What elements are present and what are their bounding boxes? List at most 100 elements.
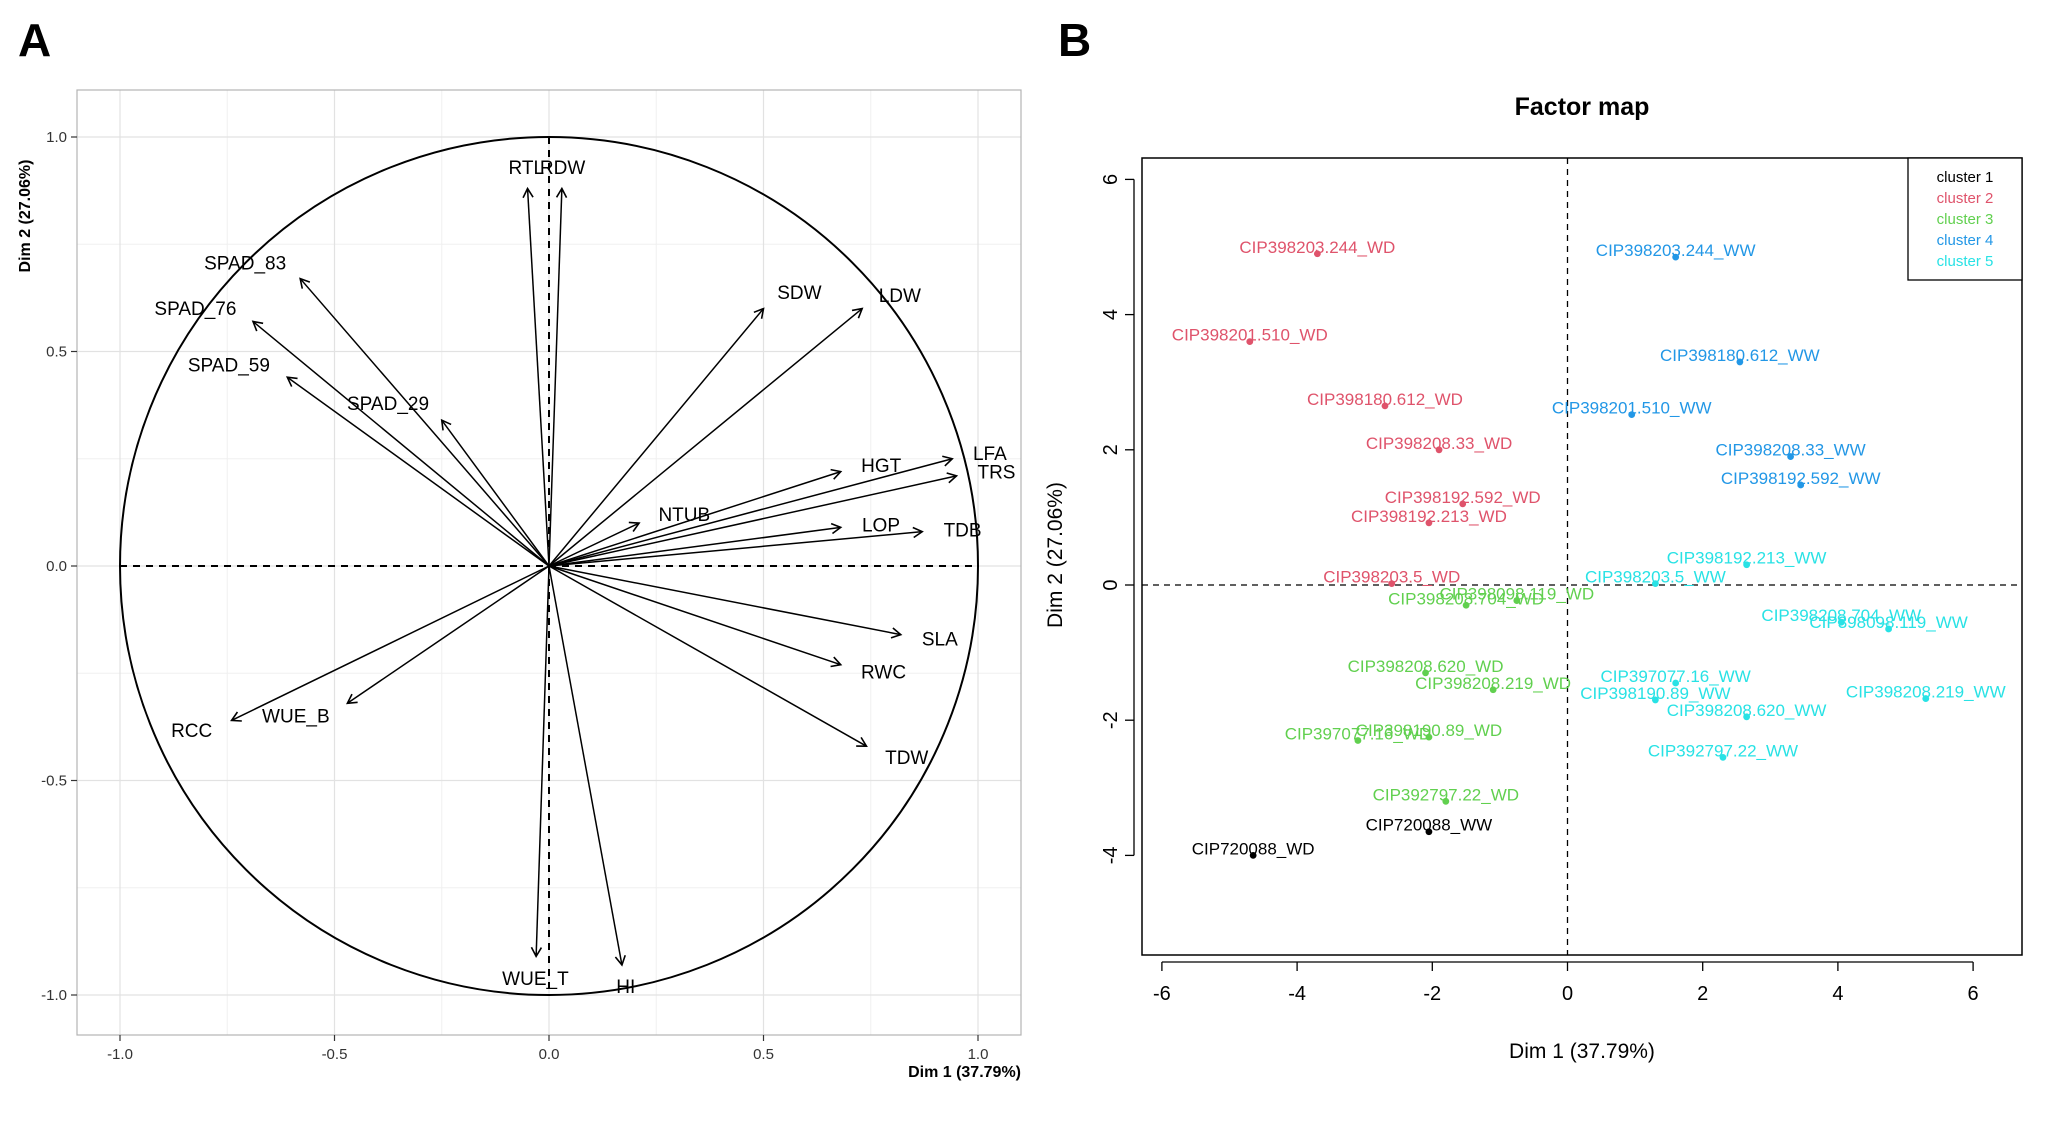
point-marker — [1442, 797, 1450, 805]
point-label: CIP398098.119_WD — [1439, 585, 1594, 604]
y-tick-label-a: 1.0 — [46, 129, 67, 146]
x-tick-label-a: -1.0 — [107, 1046, 133, 1063]
vector-label: WUE_T — [502, 969, 569, 990]
vector-arrow — [548, 455, 954, 567]
point-label: CIP398192.213_WD — [1351, 507, 1507, 526]
point-marker — [1354, 737, 1362, 744]
y-axis-title-a: Dim 2 (27.06%) — [17, 160, 34, 273]
vector-arrow — [548, 472, 959, 567]
correlation-circle-panel: -1.0 -1.0 -0.5 -0.5 0.0 0.0 0.5 0.5 1.0 1.0 RTLRD… — [17, 89, 1022, 1081]
point-label: CIP398098.119_WW — [1809, 613, 1967, 632]
y-tick-label-a: 0.0 — [46, 558, 67, 575]
point-label: CIP398180.612_WW — [1660, 346, 1820, 365]
vector-label: HGT — [861, 456, 902, 477]
x-tick-label-b: 2 — [1697, 983, 1708, 1005]
point-label: CIP398192.592_WW — [1721, 469, 1881, 488]
vector-arrow — [548, 565, 843, 668]
vector-arrow — [548, 565, 868, 747]
point-label: CIP398190.89_WW — [1580, 684, 1730, 703]
vector-label: SPAD_29 — [347, 394, 429, 415]
vector-label: RDW — [540, 158, 585, 179]
point-label: CIP398192.592_WD — [1385, 488, 1541, 507]
point-marker — [1743, 713, 1751, 721]
vector-arrow — [548, 526, 924, 567]
point-marker — [1425, 519, 1433, 527]
point-marker — [1425, 733, 1433, 741]
point-marker — [1885, 625, 1892, 633]
vector-arrow — [299, 277, 550, 567]
vector-arrow — [548, 307, 864, 567]
point-label: CIP397077.16_WW — [1601, 667, 1751, 686]
vector-label: LDW — [879, 286, 921, 307]
vector-label: SPAD_59 — [188, 356, 270, 377]
vector-arrow — [251, 320, 550, 567]
individual-points: CIP398203.244_WD CIP398201.510_WD CIP39818… — [1172, 238, 2006, 859]
point-marker — [1459, 500, 1467, 508]
point-marker — [1422, 669, 1429, 677]
point-marker — [1837, 618, 1845, 626]
point-label: CIP392797.22_WW — [1648, 741, 1798, 760]
vector-arrow — [548, 186, 568, 567]
vector-arrow — [548, 565, 903, 639]
legend-box — [1907, 157, 2023, 281]
vector-label: LOP — [862, 516, 900, 537]
point-label: CIP398208.620_WW — [1667, 701, 1827, 720]
x-tick-label-b: -6 — [1153, 983, 1171, 1005]
point-marker — [1381, 402, 1389, 410]
vector-label: NTUB — [658, 505, 710, 526]
vector-arrow — [346, 565, 550, 705]
x-tick-label-a: 1.0 — [968, 1046, 989, 1063]
chart-title-b: Factor map — [1515, 93, 1650, 121]
vector-arrow — [548, 521, 641, 567]
y-tick-label-b: -2 — [1100, 711, 1122, 729]
plot-b-border — [1141, 157, 2023, 956]
point-marker — [1922, 695, 1930, 702]
point-marker — [1513, 597, 1521, 604]
vector-arrow — [548, 522, 843, 567]
point-marker — [1672, 253, 1680, 261]
point-marker — [1719, 753, 1727, 761]
point-label: CIP398208.219_WD — [1415, 674, 1571, 693]
vector-arrow — [548, 468, 843, 567]
vector-label: TDB — [944, 521, 982, 542]
vector-label: WUE_B — [262, 706, 330, 727]
point-marker — [1787, 453, 1794, 460]
point-marker — [1651, 580, 1659, 588]
vector-label: SLA — [922, 630, 958, 651]
point-label: CIP398208.704_WW — [1761, 606, 1921, 625]
point-marker — [1628, 411, 1636, 419]
point-marker — [1435, 446, 1443, 454]
point-label: CIP398201.510_WW — [1552, 399, 1712, 418]
point-label: CIP398203.5_WW — [1585, 568, 1726, 587]
x-tick-label-b: 6 — [1968, 983, 1979, 1005]
point-marker — [1246, 338, 1254, 346]
y-tick-label-b: 4 — [1100, 309, 1122, 320]
point-label: CIP398180.612_WD — [1307, 390, 1463, 409]
y-tick-label-b: -4 — [1100, 847, 1122, 865]
point-marker — [1651, 696, 1659, 704]
vector-arrow — [548, 307, 765, 567]
vector-arrow — [285, 376, 550, 567]
x-tick-label-a: 0.5 — [753, 1046, 774, 1063]
vector-arrow — [548, 565, 626, 967]
x-tick-label-b: 4 — [1832, 983, 1843, 1005]
point-marker — [1249, 852, 1257, 859]
vector-label: TDW — [885, 748, 928, 769]
vector-label: HI — [616, 977, 635, 998]
point-label: CIP398203.244_WD — [1239, 238, 1395, 257]
y-tick-label-a: -1.0 — [41, 987, 67, 1004]
point-label: CIP720088_WW — [1366, 816, 1493, 835]
point-label: CIP720088_WD — [1192, 839, 1315, 858]
legend-entry: cluster 5 — [1937, 253, 1994, 270]
y-tick-label-a: -0.5 — [41, 773, 67, 790]
panel-a-letter: A — [18, 14, 51, 66]
factor-map-panel: Factor map -6 -4 -2 0 2 4 6 -4 -2 0 2 4 6 CIP398203.… — [1044, 93, 2023, 1063]
point-marker — [1313, 250, 1321, 258]
vector-label: SPAD_83 — [204, 253, 286, 274]
point-marker — [1425, 828, 1433, 836]
point-marker — [1388, 580, 1396, 588]
point-label: CIP398208.219_WW — [1846, 683, 2006, 702]
y-tick-label-a: 0.5 — [46, 344, 67, 361]
y-axis-title-b: Dim 2 (27.06%) — [1044, 482, 1067, 628]
